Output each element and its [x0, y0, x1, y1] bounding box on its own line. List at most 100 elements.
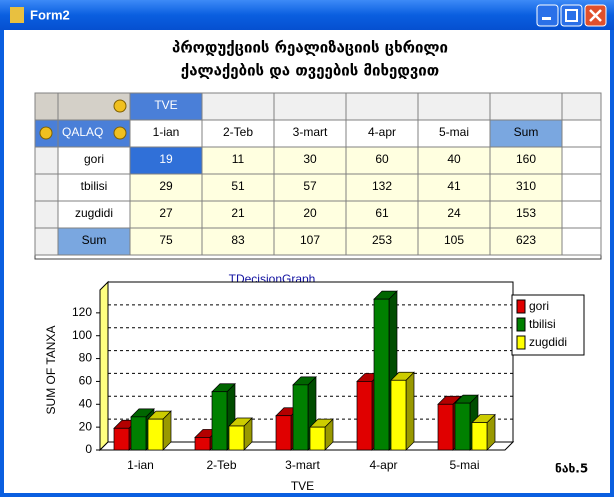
- grid-value[interactable]: 61: [375, 206, 389, 220]
- grid-cell: [129, 173, 203, 202]
- bar: [194, 437, 211, 451]
- grid-value[interactable]: 24: [447, 206, 461, 220]
- grid-cell: [201, 119, 275, 148]
- bar: [130, 416, 147, 451]
- grid-value[interactable]: 51: [231, 179, 245, 193]
- legend-swatch: [516, 317, 526, 332]
- grid-cell: [129, 146, 203, 175]
- bar: [437, 403, 454, 451]
- legend-swatch: [516, 299, 526, 314]
- grid-cell: [273, 173, 347, 202]
- grid-cell: [273, 200, 347, 229]
- grid-cell: [561, 92, 602, 121]
- grid-cell: [417, 92, 491, 121]
- grid-value[interactable]: 40: [447, 152, 461, 166]
- grid-value[interactable]: 60: [375, 152, 389, 166]
- grid-cell: [273, 146, 347, 175]
- grid-cell: [489, 92, 563, 121]
- y-tick-label: 60: [79, 374, 93, 388]
- grid-cell: [129, 119, 203, 148]
- bar: [390, 379, 407, 451]
- grid-value[interactable]: 132: [372, 179, 392, 193]
- grid-value[interactable]: 83: [231, 233, 245, 247]
- row-header: gori: [84, 152, 104, 166]
- grid-value[interactable]: 21: [231, 206, 245, 220]
- grid-cell: [201, 92, 275, 121]
- dimension-button[interactable]: [113, 126, 127, 140]
- grid-cell: [34, 146, 59, 175]
- grid-value[interactable]: 75: [159, 233, 173, 247]
- bar: [309, 426, 326, 451]
- dimension-button[interactable]: [113, 99, 127, 113]
- x-tick-label: 4-apr: [369, 458, 397, 472]
- grid-cell: [129, 227, 203, 256]
- app-icon: [10, 7, 24, 23]
- y-tick-label: 0: [85, 442, 92, 456]
- grid-cell: [201, 227, 275, 256]
- grid-value[interactable]: 19: [159, 152, 173, 166]
- grid-cell: [561, 227, 602, 256]
- dimension-button[interactable]: [39, 126, 53, 140]
- figure-label: ნახ.5: [555, 462, 588, 476]
- grid-cell: [489, 119, 563, 148]
- bar: [292, 384, 309, 451]
- grid-value[interactable]: 29: [159, 179, 173, 193]
- grid-cell: [417, 227, 491, 256]
- bar: [113, 427, 130, 451]
- column-header: 5-mai: [439, 125, 469, 139]
- bar: [147, 418, 164, 451]
- x-tick-label: 2-Teb: [206, 458, 236, 472]
- y-axis-label: SUM OF TANXA: [44, 326, 58, 415]
- grid-cell: [129, 200, 203, 229]
- grid-cell: [57, 146, 131, 175]
- bar-side: [405, 371, 415, 451]
- grid-cell: [417, 146, 491, 175]
- row-dimension: QALAQ: [62, 125, 103, 139]
- bar: [356, 381, 373, 451]
- grid-value[interactable]: 27: [159, 206, 173, 220]
- column-header: 3-mart: [293, 125, 328, 139]
- legend-label: zugdidi: [529, 335, 567, 349]
- bar: [373, 298, 390, 451]
- column-header: Sum: [514, 125, 539, 139]
- minimize-icon: [542, 17, 551, 20]
- grid-cell: [561, 119, 602, 148]
- maximize-button[interactable]: [560, 4, 583, 27]
- column-header: 1-ian: [153, 125, 180, 139]
- close-icon: [589, 9, 602, 22]
- grid-cell: [489, 227, 563, 256]
- grid-value[interactable]: 30: [303, 152, 317, 166]
- legend-label: gori: [529, 299, 549, 313]
- heading-line: პროდუქციის რეალიზაციის ცხრილი: [172, 39, 448, 57]
- grid-value[interactable]: 160: [516, 152, 536, 166]
- x-tick-label: 5-mai: [449, 458, 479, 472]
- title-bar: [0, 0, 614, 30]
- grid-value[interactable]: 11: [232, 152, 245, 166]
- grid-cell: [34, 173, 59, 202]
- grid-cell: [345, 227, 419, 256]
- grid-cell: [345, 92, 419, 121]
- grid-value[interactable]: 57: [303, 179, 317, 193]
- grid-cell: [34, 92, 59, 121]
- grid-cell: [345, 146, 419, 175]
- grid-value[interactable]: 41: [447, 179, 461, 193]
- grid-value[interactable]: 105: [444, 233, 464, 247]
- grid-value[interactable]: 20: [303, 206, 317, 220]
- grid-value[interactable]: 623: [516, 233, 536, 247]
- grid-value[interactable]: 310: [516, 179, 536, 193]
- grid-cell: [273, 227, 347, 256]
- row-header: Sum: [82, 233, 107, 247]
- y-tick-label: 100: [72, 328, 92, 342]
- grid-cell: [201, 173, 275, 202]
- grid-cell: [201, 146, 275, 175]
- bar: [471, 422, 488, 451]
- side-wall: [99, 280, 109, 452]
- grid-value[interactable]: 253: [372, 233, 392, 247]
- bar: [275, 415, 292, 451]
- window-title: Form2: [30, 7, 70, 22]
- minimize-button[interactable]: [536, 4, 559, 27]
- grid-value[interactable]: 107: [300, 233, 320, 247]
- y-tick-label: 20: [79, 419, 93, 433]
- grid-value[interactable]: 153: [516, 206, 536, 220]
